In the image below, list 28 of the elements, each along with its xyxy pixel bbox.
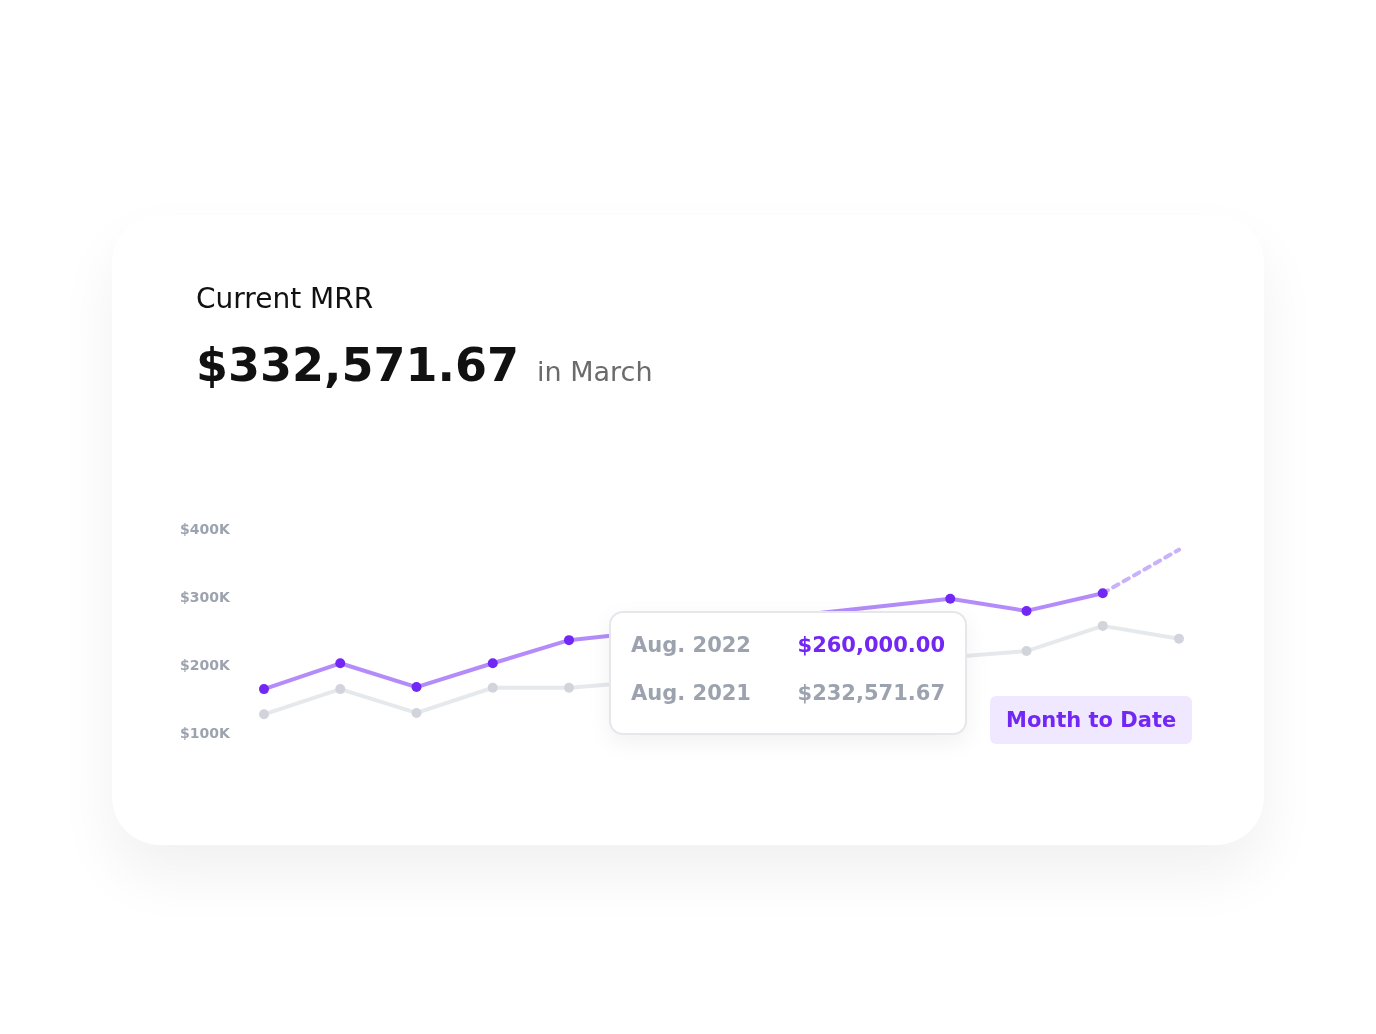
point	[487, 682, 498, 693]
chart-subtitle: $332,571.67	[196, 338, 520, 392]
point	[564, 635, 574, 646]
y-tick-label: $200K	[180, 656, 231, 673]
y-tick-label: $300K	[180, 588, 231, 605]
point	[411, 707, 422, 718]
point	[1097, 588, 1108, 599]
point	[259, 684, 269, 695]
point	[1021, 646, 1032, 657]
point	[335, 658, 346, 669]
point	[259, 709, 269, 720]
annotation: $232,571.67	[797, 681, 945, 705]
point	[1097, 620, 1108, 631]
point	[564, 682, 574, 693]
point	[1174, 633, 1184, 644]
point	[487, 658, 498, 669]
chart-title: Current MRR	[196, 282, 374, 315]
point	[1021, 605, 1032, 616]
y-tick-label: $400K	[180, 520, 231, 537]
annotation: Aug. 2022	[631, 633, 751, 657]
annotation: $260,000.00	[797, 633, 945, 657]
point	[945, 593, 956, 604]
button: Month to Date	[990, 696, 1193, 744]
y-tick-label: $100K	[180, 724, 231, 741]
point	[411, 682, 422, 693]
annotation: Aug. 2021	[631, 681, 751, 705]
point	[335, 684, 346, 695]
text: in March	[537, 356, 653, 387]
